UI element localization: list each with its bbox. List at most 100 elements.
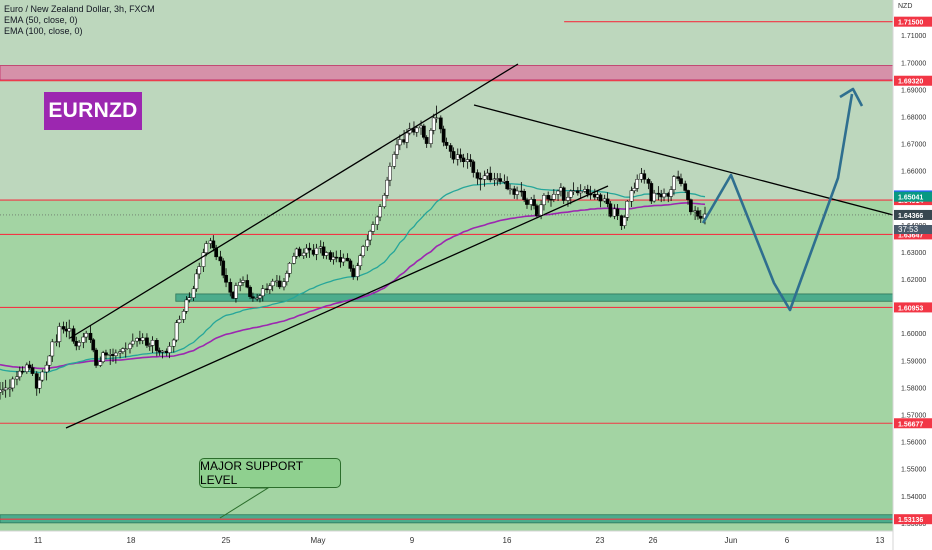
candle-body — [15, 376, 19, 380]
candle-body — [94, 349, 98, 366]
price-tag-level: 1.56677 — [898, 421, 923, 428]
candle-body — [395, 144, 399, 155]
candle-body — [371, 224, 375, 232]
candle-body — [187, 297, 192, 301]
candle-body — [689, 199, 693, 213]
candle-body — [397, 139, 402, 146]
candle-body — [505, 180, 510, 190]
major-support-note: MAJOR SUPPORT LEVEL — [199, 458, 341, 488]
candle-body — [424, 137, 429, 144]
candle-body — [598, 194, 603, 202]
candle-body — [321, 246, 326, 256]
projection-path — [701, 93, 854, 312]
price-tag-level-bg — [894, 514, 932, 525]
candle-body — [515, 190, 519, 195]
candle-body — [632, 188, 637, 191]
candle-body — [201, 252, 206, 267]
candle-body — [539, 204, 543, 216]
candle-body — [365, 239, 370, 247]
candle-body — [448, 145, 453, 152]
candle-body — [571, 190, 576, 192]
candle-body — [167, 345, 172, 353]
candle-body — [282, 281, 286, 288]
price-tag-level: 1.53136 — [898, 517, 923, 524]
candle-body — [297, 248, 302, 256]
candle-body — [154, 340, 159, 351]
candle-body — [431, 117, 436, 131]
candle-body — [525, 199, 529, 205]
candle-body — [160, 350, 165, 353]
candle-body — [8, 387, 12, 390]
price-tick-label: 1.60000 — [901, 331, 926, 338]
candle-body — [615, 208, 620, 216]
price-tag: 1.64366 — [898, 213, 923, 220]
candle-body — [37, 379, 42, 389]
price-tag-level: 1.71500 — [898, 20, 923, 27]
candle-body — [414, 127, 419, 133]
candle-body — [388, 166, 392, 181]
candle-body — [629, 190, 634, 202]
candle-body — [277, 280, 282, 288]
candle-body — [608, 203, 613, 217]
candle-body — [98, 361, 103, 366]
time-axis-area — [0, 531, 893, 550]
candle-body — [676, 176, 681, 179]
candle-body — [118, 351, 122, 354]
price-tag-level: 1.60953 — [898, 305, 923, 312]
candle-body — [451, 151, 456, 160]
candle-body — [471, 161, 476, 173]
price-tag-level-bg — [894, 75, 932, 86]
candle-body — [568, 190, 573, 198]
date-tick-label: 11 — [34, 536, 43, 545]
candle-body — [646, 179, 651, 184]
candle-body — [405, 132, 409, 143]
candle-body — [334, 256, 339, 259]
candle-body — [345, 257, 350, 262]
candle-body — [522, 191, 527, 200]
candle-body — [218, 256, 223, 262]
candle-body — [101, 352, 105, 362]
candle-body — [50, 341, 55, 357]
candle-body — [351, 268, 356, 277]
candle-body — [57, 326, 62, 342]
candle-body — [375, 216, 380, 225]
candle-body — [258, 295, 262, 299]
candle-body — [535, 205, 539, 216]
candle-body — [652, 192, 656, 202]
date-tick-label: 18 — [127, 536, 136, 545]
candle-body — [27, 364, 32, 368]
candle-body — [67, 328, 72, 332]
price-tag-level: 1.63647 — [898, 232, 923, 239]
date-tick-label: 16 — [503, 536, 512, 545]
candle-body — [672, 176, 676, 190]
candle-body — [10, 378, 15, 389]
price-tag-level: 1.69320 — [898, 79, 923, 86]
candle-body — [284, 273, 289, 283]
candle-body — [475, 172, 480, 179]
ema100-label: EMA (100, close, 0) — [4, 26, 83, 36]
chart-legend: Euro / New Zealand Dollar, 3h, FXCM EMA … — [4, 4, 155, 37]
note-tail — [219, 487, 270, 519]
candle-body — [260, 288, 265, 297]
candle-body — [444, 141, 449, 146]
candle-body — [301, 252, 306, 256]
candle-body — [251, 296, 255, 299]
bar-countdown: 37:53 — [894, 225, 932, 234]
candle-body — [174, 322, 179, 341]
candle-body — [328, 252, 333, 260]
price-tick-label: 1.69000 — [901, 87, 926, 94]
candle-body — [304, 247, 309, 254]
candle-body — [194, 273, 199, 290]
candle-body — [40, 371, 45, 381]
candle-body — [221, 260, 226, 276]
candle-body — [458, 154, 463, 159]
candle-body — [478, 178, 483, 180]
candle-body — [679, 178, 683, 184]
price-tag-level-bg — [894, 229, 932, 240]
candle-body — [245, 280, 250, 288]
candle-body — [438, 117, 443, 130]
candle-body — [255, 297, 259, 300]
date-tick-label: 6 — [785, 536, 790, 545]
candle-body — [698, 215, 703, 219]
